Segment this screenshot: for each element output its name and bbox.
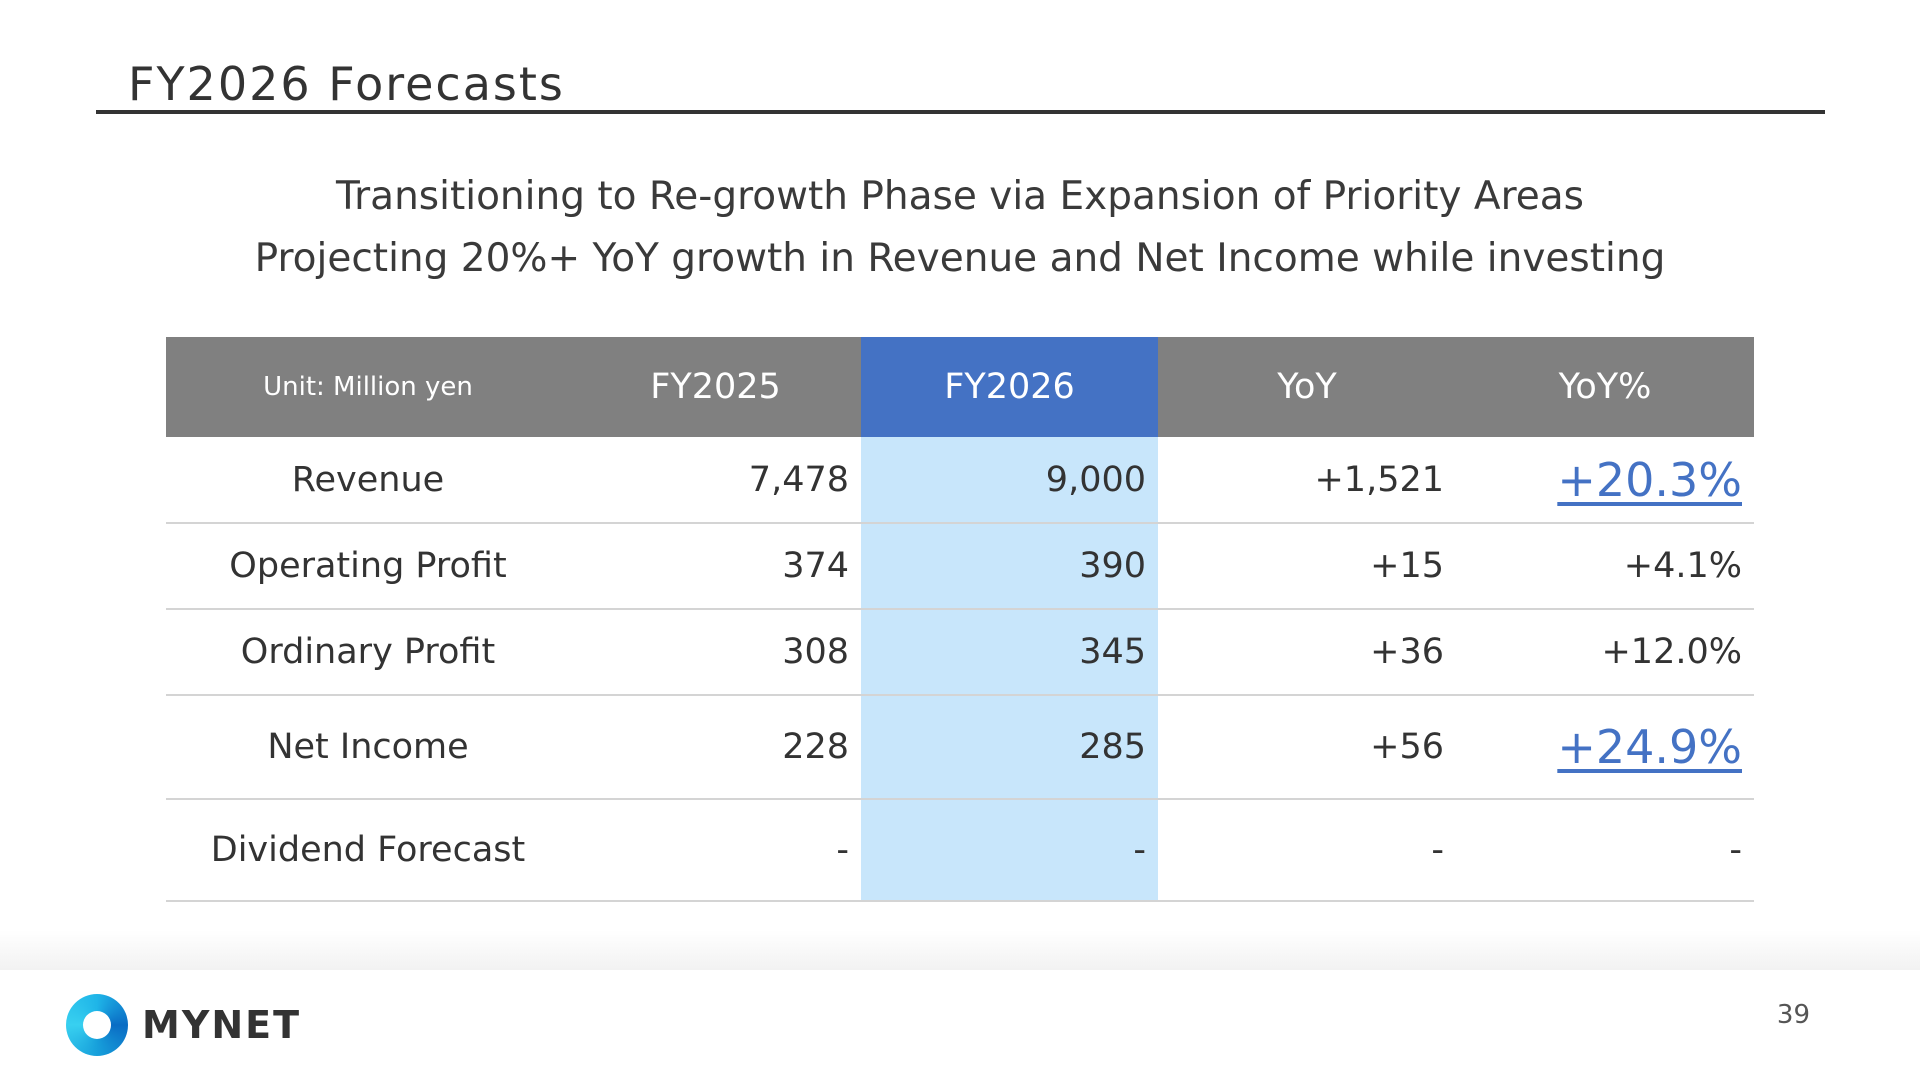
table-row-dividend-forecast: Dividend Forecast - - - - bbox=[166, 800, 1754, 902]
table-row-ordinary-profit: Ordinary Profit 308 345 +36 +12.0% bbox=[166, 610, 1754, 696]
ring-logo-icon bbox=[66, 994, 128, 1056]
page-title: FY2026 Forecasts bbox=[128, 57, 565, 111]
cell-fy2026: 390 bbox=[1079, 546, 1146, 586]
cell-fy2025: 374 bbox=[782, 546, 849, 586]
cell-yoy: +36 bbox=[1370, 632, 1444, 672]
cell-yoy-pct: +12.0% bbox=[1601, 632, 1742, 672]
table-row-net-income: Net Income 228 285 +56 +24.9% bbox=[166, 696, 1754, 800]
header-fy2026: FY2026 bbox=[861, 337, 1158, 437]
row-label: Operating Profit bbox=[229, 546, 507, 586]
header-yoy-pct: YoY% bbox=[1558, 367, 1652, 407]
cell-fy2026: 345 bbox=[1079, 632, 1146, 672]
header-yoy: YoY bbox=[1277, 367, 1337, 407]
cell-yoy: +1,521 bbox=[1314, 459, 1444, 500]
cell-fy2025: - bbox=[836, 830, 849, 870]
subtitle-line-1: Transitioning to Re-growth Phase via Exp… bbox=[336, 174, 1584, 219]
header-unit: Unit: Million yen bbox=[263, 372, 473, 402]
footer-shadow bbox=[0, 930, 1920, 970]
cell-yoy-pct: - bbox=[1729, 830, 1742, 870]
cell-fy2025: 228 bbox=[782, 727, 849, 767]
forecast-table: Unit: Million yen FY2025 FY2026 YoY YoY%… bbox=[166, 337, 1754, 902]
brand-logo: MYNET bbox=[66, 994, 301, 1056]
cell-fy2025: 7,478 bbox=[748, 459, 849, 500]
cell-yoy-pct: +24.9% bbox=[1557, 720, 1742, 774]
subtitle-line-2: Projecting 20%+ YoY growth in Revenue an… bbox=[254, 236, 1666, 281]
table-row-operating-profit: Operating Profit 374 390 +15 +4.1% bbox=[166, 524, 1754, 610]
cell-yoy: +56 bbox=[1370, 727, 1444, 767]
cell-yoy-pct: +20.3% bbox=[1557, 452, 1742, 507]
cell-yoy: +15 bbox=[1370, 546, 1444, 586]
cell-fy2026: - bbox=[1133, 830, 1146, 870]
cell-yoy-pct: +4.1% bbox=[1623, 546, 1742, 586]
row-label: Revenue bbox=[291, 459, 445, 500]
table-row-revenue: Revenue 7,478 9,000 +1,521 +20.3% bbox=[166, 437, 1754, 524]
row-label: Net Income bbox=[267, 727, 469, 767]
brand-name: MYNET bbox=[142, 1003, 302, 1047]
subtitle: Transitioning to Re-growth Phase via Exp… bbox=[0, 166, 1920, 290]
title-divider bbox=[96, 110, 1825, 114]
cell-yoy: - bbox=[1431, 830, 1444, 870]
header-fy2025: FY2025 bbox=[650, 367, 781, 407]
cell-fy2025: 308 bbox=[782, 632, 849, 672]
row-label: Ordinary Profit bbox=[240, 632, 496, 672]
cell-fy2026: 285 bbox=[1079, 727, 1146, 767]
footer bbox=[0, 970, 1920, 1080]
table-header: Unit: Million yen FY2025 FY2026 YoY YoY% bbox=[166, 337, 1754, 437]
cell-fy2026: 9,000 bbox=[1045, 459, 1146, 500]
page-number: 39 bbox=[1776, 1000, 1810, 1030]
row-label: Dividend Forecast bbox=[210, 830, 526, 870]
